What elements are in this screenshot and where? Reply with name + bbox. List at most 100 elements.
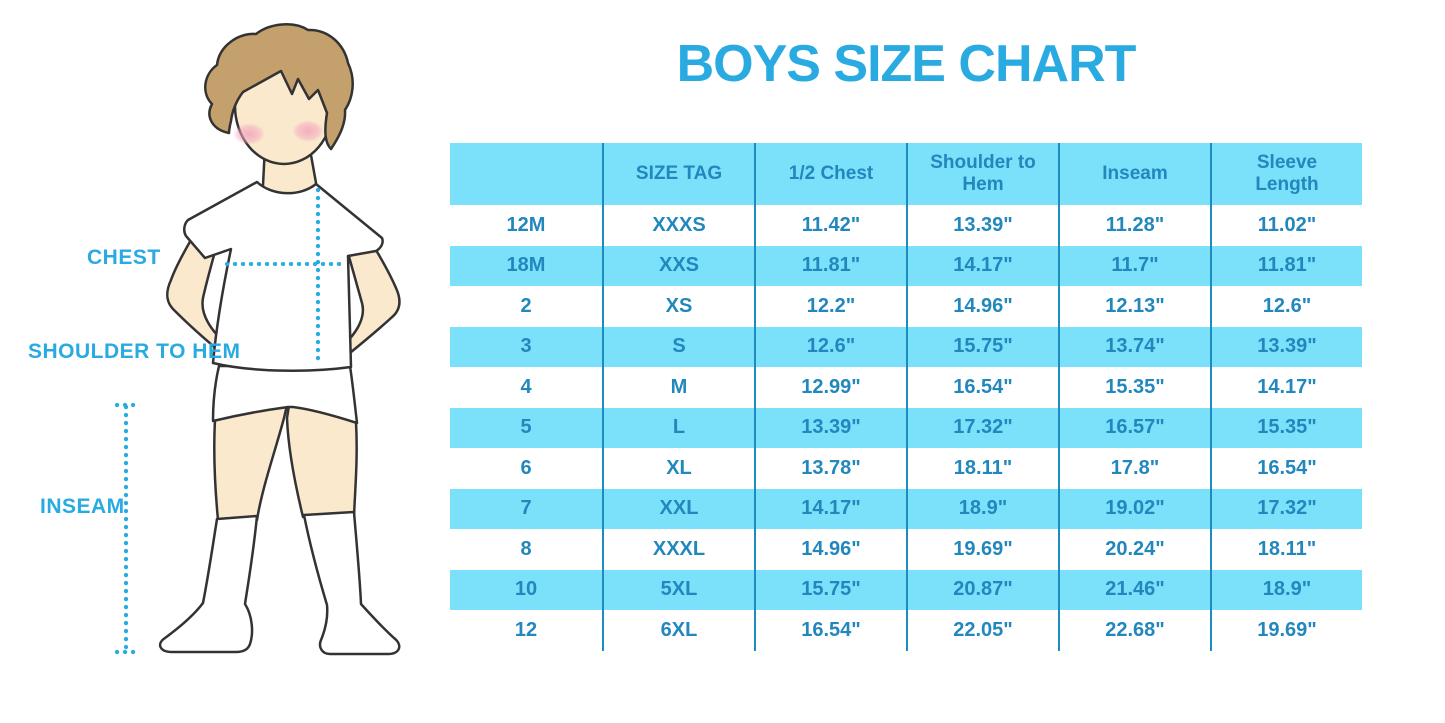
table-header-cell-sleeve-length: Sleeve Length [1210,143,1362,205]
boy-left-cheek-blush [233,123,265,145]
table-row: 12M XXXS 11.42" 13.39" 11.28" 11.02" [450,205,1362,246]
table-header-cell-size-tag: SIZE TAG [602,143,754,205]
boy-left-thigh [213,403,289,522]
table-row: 3 S 12.6" 15.75" 13.74" 13.39" [450,326,1362,367]
table-cell: 2 [520,294,532,317]
table-cell: 18.11" [1210,529,1362,570]
table-cell: 19.02" [1058,488,1210,529]
table-header-cell-shoulder-to-hem: Shoulder to Hem [906,143,1058,205]
table-row: 2 XS 12.2" 14.96" 12.13" 12.6" [450,286,1362,327]
table-cell: 14.96" [906,286,1058,327]
table-cell: 12.6" [754,326,906,367]
table-cell: 16.57" [1058,407,1210,448]
table-cell: 12.6" [1210,286,1362,327]
table-cell: 15.35" [1210,407,1362,448]
table-cell: 13.39" [754,407,906,448]
table-cell: 20.87" [906,569,1058,610]
table-header-cell-size [450,143,602,205]
table-cell: 22.05" [906,610,1058,651]
table-cell: 13.78" [754,448,906,489]
table-cell: 17.8" [1058,448,1210,489]
table-row: 6 XL 13.78" 18.11" 17.8" 16.54" [450,448,1362,489]
table-cell: 20.24" [1058,529,1210,570]
table-row: 18M XXS 11.81" 14.17" 11.7" 11.81" [450,245,1362,286]
table-cell: 17.32" [906,407,1058,448]
table-cell: 10 [514,578,538,601]
table-header-cell-half-chest: 1/2 Chest [754,143,906,205]
table-row: 12 6XL 16.54" 22.05" 22.68" 19.69" [450,610,1362,651]
table-cell: 18.9" [1210,569,1362,610]
table-cell: 12 [514,618,538,641]
chest-label: CHEST [87,246,161,269]
boy-tshirt [183,180,384,372]
table-cell: 5XL [602,569,754,610]
table-cell: XXL [602,488,754,529]
table-cell: 8 [520,537,532,560]
table-cell: 15.75" [754,569,906,610]
table-row: 10 5XL 15.75" 20.87" 21.46" 18.9" [450,569,1362,610]
table-cell: 15.75" [906,326,1058,367]
table-cell: 7 [520,497,532,520]
table-cell: 14.17" [1210,367,1362,408]
table-cell: XXS [602,245,754,286]
boy-right-arm [337,238,401,359]
table-cell: 6 [520,456,532,479]
table-cell: XS [602,286,754,327]
table-cell: 11.7" [1058,245,1210,286]
table-cell: 13.39" [906,205,1058,246]
table-cell: 17.32" [1210,488,1362,529]
table-cell: 14.17" [906,245,1058,286]
table-cell: 13.39" [1210,326,1362,367]
table-cell: M [602,367,754,408]
table-cell: 11.42" [754,205,906,246]
size-table: SIZE TAG 1/2 Chest Shoulder to Hem Insea… [450,143,1362,651]
table-cell: 4 [520,375,532,398]
table-cell: 11.81" [754,245,906,286]
table-cell: 6XL [602,610,754,651]
table-row: 8 XXXL 14.96" 19.69" 20.24" 18.11" [450,529,1362,570]
boy-right-cheek-blush [292,120,324,142]
boy-right-thigh [285,403,358,519]
table-row: 7 XXL 14.17" 18.9" 19.02" 17.32" [450,488,1362,529]
table-header-cell-inseam: Inseam [1058,143,1210,205]
table-cell: 13.74" [1058,326,1210,367]
table-cell: 16.54" [1210,448,1362,489]
table-row: 4 M 12.99" 16.54" 15.35" 14.17" [450,367,1362,408]
table-cell: L [602,407,754,448]
boy-shorts [211,364,359,425]
table-row: 5 L 13.39" 17.32" 16.57" 15.35" [450,407,1362,448]
table-cell: 11.28" [1058,205,1210,246]
table-cell: 15.35" [1058,367,1210,408]
table-cell: 19.69" [1210,610,1362,651]
table-cell: 12.13" [1058,286,1210,327]
table-cell: 19.69" [906,529,1058,570]
table-cell: 11.02" [1210,205,1362,246]
table-cell: XXXS [602,205,754,246]
table-cell: 11.81" [1210,245,1362,286]
table-body: 12M XXXS 11.42" 13.39" 11.28" 11.02" 18M XXS 11.… [450,205,1362,651]
table-cell: S [602,326,754,367]
table-cell: 12.99" [754,367,906,408]
table-cell: 3 [520,335,532,358]
table-cell: 5 [520,416,532,439]
boy-left-sock [158,514,259,654]
table-cell: 22.68" [1058,610,1210,651]
table-cell: 14.17" [754,488,906,529]
inseam-label: INSEAM [40,495,125,518]
table-cell: 16.54" [906,367,1058,408]
table-header-row: SIZE TAG 1/2 Chest Shoulder to Hem Insea… [450,143,1362,205]
page-title: BOYS SIZE CHART [676,35,1137,93]
boy-hair [204,23,354,151]
table-cell: 18.11" [906,448,1058,489]
table-cell: 18.9" [906,488,1058,529]
boy-measurement-illustration [114,23,401,656]
boy-right-sock [302,510,401,656]
table-cell: 12M [506,213,546,236]
table-cell: 18M [506,254,546,277]
table-cell: 12.2" [754,286,906,327]
table-cell: 21.46" [1058,569,1210,610]
table-cell: XL [602,448,754,489]
shoulder-to-hem-label: SHOULDER TO HEM [28,340,241,363]
table-cell: 16.54" [754,610,906,651]
